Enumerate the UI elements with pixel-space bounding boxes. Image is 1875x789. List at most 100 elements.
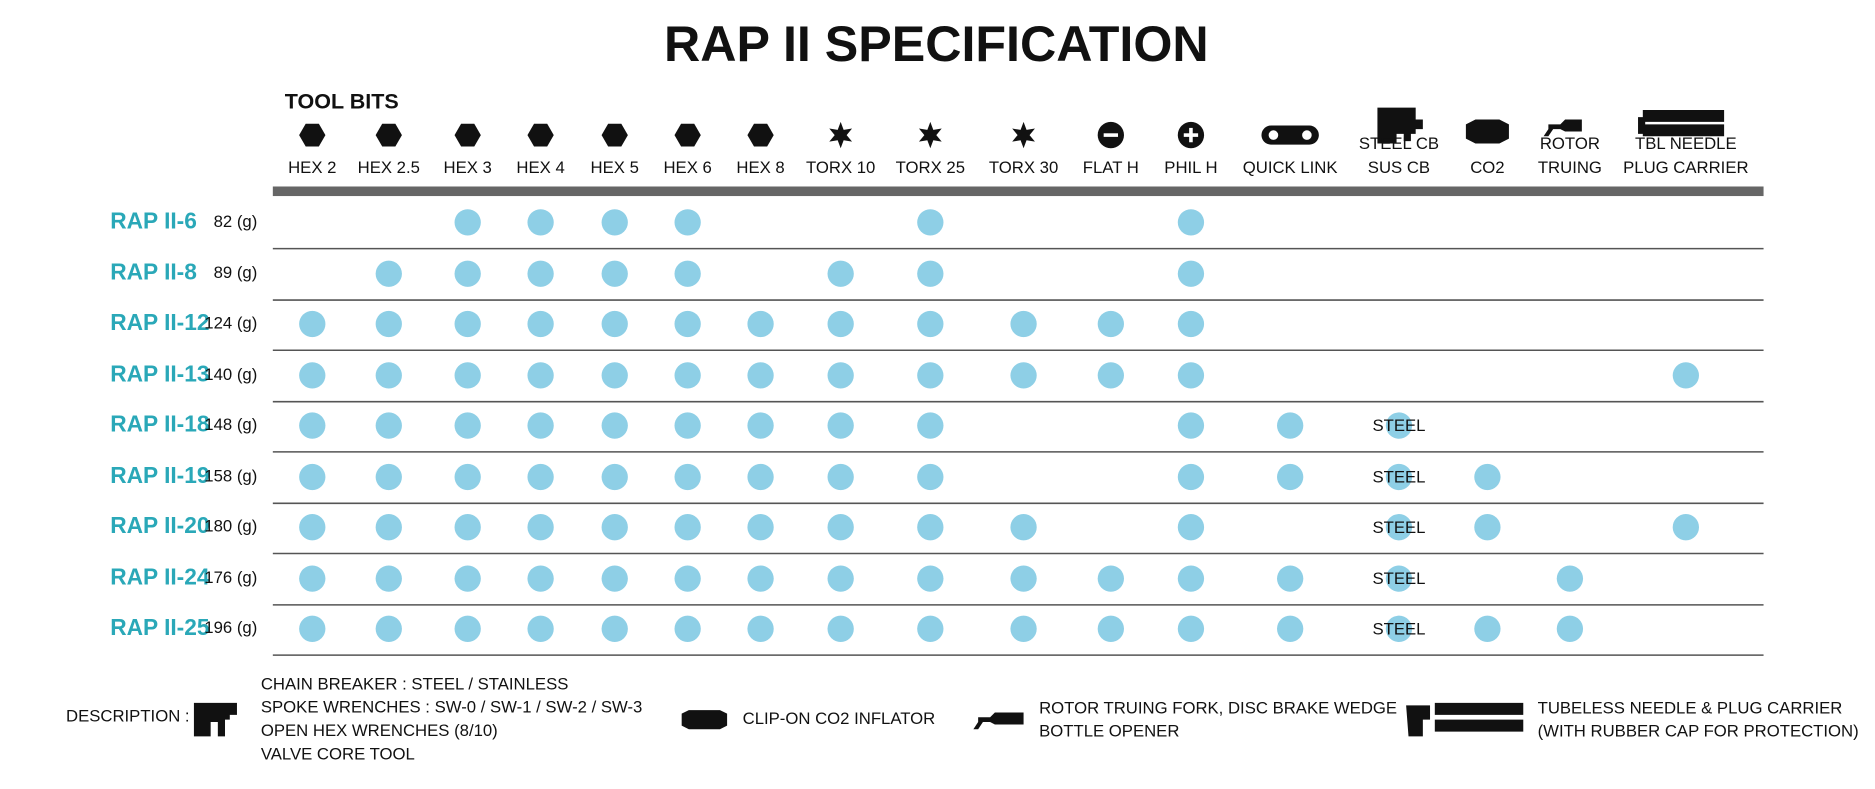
dot [747,514,774,541]
column-header: TORX 30 [989,158,1058,177]
dot [1177,310,1205,338]
dot [1097,310,1124,338]
dot [917,260,944,287]
dot [1672,362,1700,389]
dot [1277,615,1304,642]
dot [827,565,854,592]
dot [527,514,554,541]
description-text: CLIP-ON CO2 INFLATOR [743,709,936,728]
column-header: TORX 10 [806,158,875,177]
row-weight: 82 (g) [214,212,258,231]
dot [674,362,701,389]
dot [747,615,774,642]
dot [827,615,854,642]
dot [1385,615,1413,642]
column-header: HEX 8 [736,158,784,177]
description-text: ROTOR TRUING FORK, DISC BRAKE WEDGE [1039,698,1397,717]
dot [454,463,481,491]
row-name: RAP II-12 [110,309,209,335]
dot [1097,615,1124,642]
link-hole [1302,130,1312,140]
column-header: QUICK LINK [1243,158,1338,177]
dot [527,463,554,491]
dot [454,310,481,338]
row-name: RAP II-8 [110,259,197,285]
cell-text: STEEL [1372,468,1425,487]
row-weight: 176 (g) [204,568,257,587]
icon-slot [1189,127,1193,143]
hex-icon [375,123,402,147]
row-name: RAP II-25 [110,614,209,640]
row-name: RAP II-6 [110,207,197,233]
dot [527,310,554,338]
chain-breaker-icon [1377,107,1423,144]
desc-icon [193,702,237,737]
dot [1385,463,1413,491]
row-name: RAP II-24 [110,564,210,590]
dot [601,463,628,491]
dot [375,260,402,287]
dot [454,565,481,592]
column-header: HEX 4 [516,158,564,177]
hex-icon [454,123,481,147]
description-label: DESCRIPTION : [66,707,190,726]
column-header: TRUING [1538,158,1602,177]
dot [1177,615,1205,642]
dot [1177,362,1205,389]
dot [601,260,628,287]
desc-icon [681,710,728,730]
dot [1556,565,1584,592]
dot [917,362,944,389]
column-header: HEX 2 [288,158,336,177]
dot [527,565,554,592]
description-text: BOTTLE OPENER [1039,722,1179,741]
icon-slot [1103,133,1119,137]
rotor-icon [1543,119,1582,137]
dot [1177,463,1205,491]
dot [601,565,628,592]
hex-icon [674,123,701,147]
description-text: VALVE CORE TOOL [261,744,415,763]
dot [917,514,944,541]
dot [375,514,402,541]
dot [601,514,628,541]
column-header: CO2 [1470,158,1504,177]
dot [375,463,402,491]
dot [674,463,701,491]
hex-icon [601,123,628,147]
dot [375,310,402,338]
dot [1385,565,1413,592]
dot [299,565,326,592]
dot [1177,412,1205,439]
co2-icon [1465,119,1509,144]
dot [454,209,481,236]
row-weight: 124 (g) [204,313,257,332]
dot [747,412,774,439]
column-header: SUS CB [1368,158,1430,177]
dot [527,615,554,642]
dot [299,615,326,642]
dot [1385,514,1413,541]
tbl-icon [1638,109,1725,137]
link-icon [1261,125,1319,145]
description-text: OPEN HEX WRENCHES (8/10) [261,721,498,740]
dot [527,362,554,389]
dot [1556,615,1584,642]
dot [1010,362,1037,389]
dot [601,310,628,338]
torx-icon [918,121,942,149]
dot [299,310,326,338]
dot [299,362,326,389]
dot [1474,615,1501,642]
row-weight: 180 (g) [204,517,257,536]
row-weight: 140 (g) [204,365,257,384]
dot [527,209,554,236]
dot [1277,463,1304,491]
dot [1010,615,1037,642]
dot [917,310,944,338]
dot [917,463,944,491]
dot [674,412,701,439]
dot [747,565,774,592]
dot [747,463,774,491]
